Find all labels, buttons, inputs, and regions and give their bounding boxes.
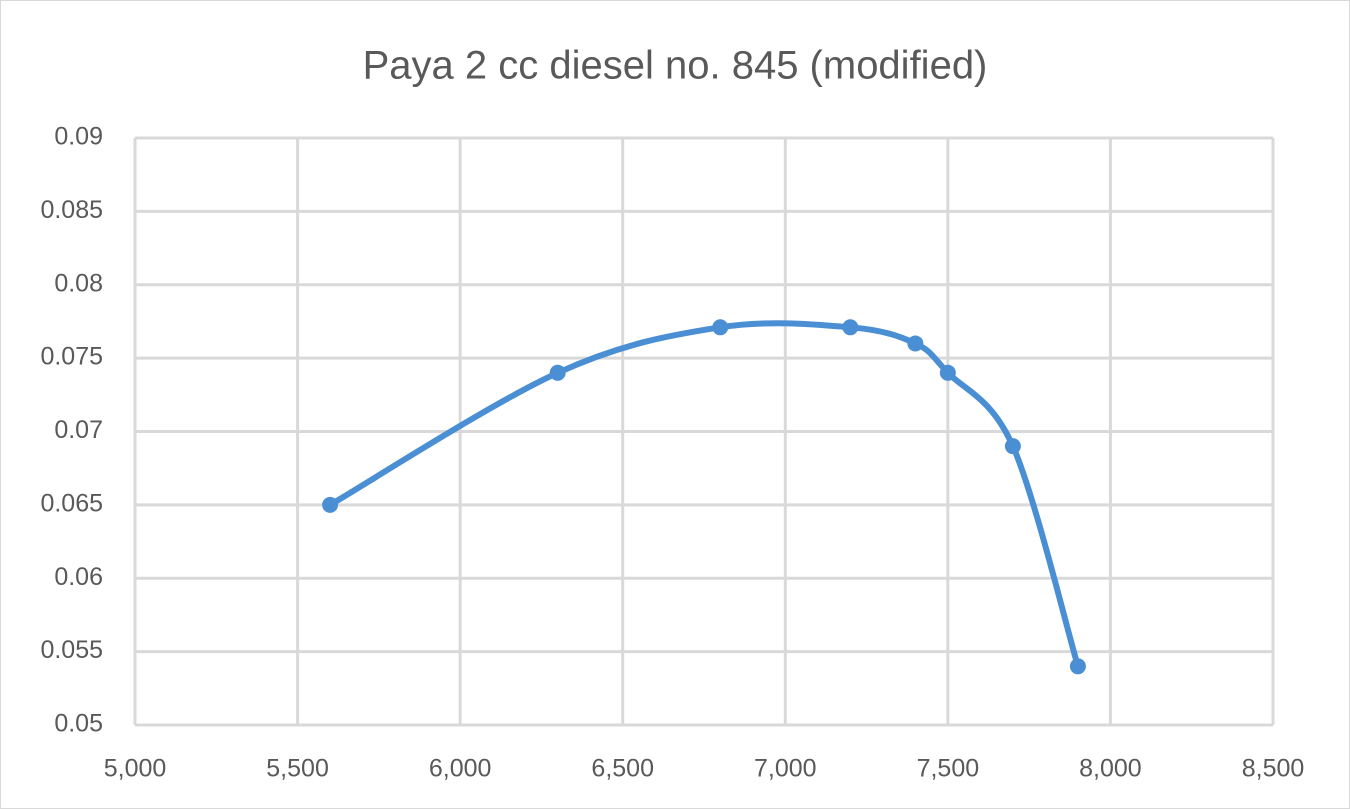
- data-point: [1004, 438, 1021, 455]
- y-tick-label: 0.08: [54, 269, 103, 297]
- y-tick-label: 0.065: [40, 489, 103, 517]
- y-tick-label: 0.085: [40, 196, 103, 224]
- y-tick-label: 0.075: [40, 343, 103, 371]
- x-tick-label: 7,000: [754, 755, 817, 783]
- chart-title: Paya 2 cc diesel no. 845 (modified): [363, 44, 988, 88]
- data-point: [907, 335, 924, 352]
- y-tick-label: 0.05: [54, 710, 103, 738]
- data-point: [712, 319, 729, 336]
- y-tick-label: 0.07: [54, 416, 103, 444]
- data-point: [842, 319, 859, 336]
- x-tick-label: 5,500: [266, 755, 329, 783]
- y-tick-label: 0.055: [40, 636, 103, 664]
- x-tick-label: 6,500: [591, 755, 654, 783]
- x-tick-label: 8,000: [1079, 755, 1142, 783]
- x-tick-label: 6,000: [429, 755, 492, 783]
- data-point: [549, 364, 566, 381]
- data-point: [322, 496, 339, 513]
- data-point: [939, 364, 956, 381]
- x-tick-label: 5,000: [104, 755, 167, 783]
- x-tick-label: 7,500: [917, 755, 980, 783]
- data-point: [1069, 658, 1086, 675]
- y-tick-label: 0.09: [54, 123, 103, 151]
- x-tick-label: 8,500: [1242, 755, 1305, 783]
- y-tick-label: 0.06: [54, 563, 103, 591]
